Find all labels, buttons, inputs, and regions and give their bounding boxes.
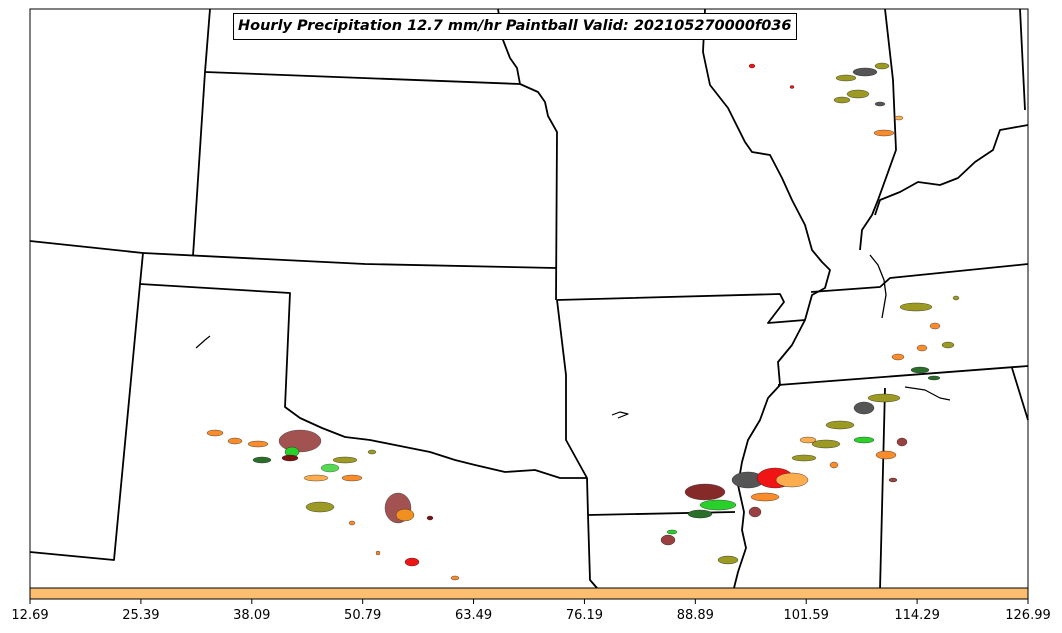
precip-blob <box>799 436 817 444</box>
precip-blob <box>684 483 726 501</box>
colorbar-tick-label: 114.29 <box>894 608 940 623</box>
precip-blob <box>748 63 756 69</box>
colorbar-tick-label: 88.89 <box>676 608 714 623</box>
precip-blob <box>891 353 905 361</box>
precip-blob <box>332 456 358 464</box>
precip-blob <box>395 508 415 522</box>
precip-blob <box>660 534 676 546</box>
precip-blob <box>775 472 809 488</box>
precip-blob <box>874 101 886 107</box>
precip-blob <box>404 557 420 567</box>
colorbar-tick-label: 38.09 <box>233 608 271 623</box>
border-missouri-river <box>497 8 558 301</box>
precip-blob <box>929 322 941 330</box>
precip-blob <box>853 401 875 415</box>
precip-blob <box>305 501 335 513</box>
lake-ok <box>611 411 629 419</box>
precip-blob <box>825 420 855 430</box>
border-ky-tn <box>810 263 1029 293</box>
precip-blob <box>941 341 955 349</box>
precip-blob <box>426 515 434 521</box>
precip-blob <box>750 492 780 502</box>
precip-blob <box>952 295 960 301</box>
precip-blob <box>278 429 322 453</box>
precip-blob <box>227 437 243 445</box>
precip-blob <box>833 96 851 104</box>
border-panhandle <box>139 283 587 479</box>
state-borders <box>29 8 1029 591</box>
precip-blob <box>873 129 895 137</box>
precip-blob <box>320 463 340 473</box>
colorbar-tick-label: 50.79 <box>344 608 382 623</box>
precip-blob <box>899 302 933 312</box>
precip-blob <box>875 450 897 460</box>
precip-blob <box>303 474 329 482</box>
lake-al <box>904 386 951 401</box>
precip-blob <box>252 456 272 464</box>
border-nm-tx <box>29 283 141 561</box>
precip-blob <box>874 62 890 70</box>
colorbar-tick-label: 25.39 <box>122 608 160 623</box>
colorbar-ticks <box>29 599 1029 604</box>
precip-blob <box>835 74 857 82</box>
colorbar <box>29 587 1029 600</box>
colorbar-tick-label: 101.59 <box>783 608 829 623</box>
precip-blob <box>896 437 908 447</box>
precip-blob <box>247 440 269 448</box>
precip-blob <box>281 454 299 462</box>
colorbar-tick-label: 12.69 <box>11 608 49 623</box>
precip-blob <box>791 454 817 462</box>
precip-blob <box>348 520 356 526</box>
border-co-north <box>204 8 211 73</box>
precip-blob <box>367 449 377 455</box>
map-title: Hourly Precipitation 12.7 mm/hr Paintbal… <box>233 13 797 40</box>
precip-blob <box>927 375 941 381</box>
precip-blob <box>687 509 713 519</box>
colorbar-tick-label: 63.49 <box>454 608 493 623</box>
precip-blob <box>375 550 381 556</box>
lake-nm <box>195 335 211 349</box>
border-in-oh <box>1019 8 1026 111</box>
precip-blob <box>829 461 839 469</box>
precip-blobs <box>206 62 960 581</box>
precip-blob <box>852 67 878 77</box>
border-ne-ks <box>204 71 521 85</box>
precip-blob <box>894 115 904 121</box>
precip-blob <box>206 429 224 437</box>
precip-blob <box>910 366 930 374</box>
border-nm-co <box>29 240 144 285</box>
precip-blob <box>450 575 460 581</box>
precip-blob <box>811 439 841 449</box>
border-ky-lake <box>869 254 887 319</box>
border-ms-al <box>879 387 886 591</box>
border-ok-ar <box>556 299 589 516</box>
border-il-in <box>859 8 897 251</box>
border-ks-ok <box>142 252 557 269</box>
border-co-ks <box>192 71 206 257</box>
border-la-tx <box>587 514 598 589</box>
precip-blob <box>916 344 928 352</box>
precip-blob <box>853 436 875 444</box>
precip-blob <box>699 499 737 511</box>
colorbar-tick-label: 126.99 <box>1005 608 1051 623</box>
precip-blob <box>666 529 678 535</box>
precip-blob <box>748 506 762 518</box>
precip-blob <box>717 555 739 565</box>
map-frame <box>29 8 1029 600</box>
precip-blob <box>846 89 870 99</box>
border-mo-ar <box>556 293 806 324</box>
precip-blob <box>789 85 795 89</box>
precip-blob <box>867 393 901 403</box>
border-mississippi-river <box>702 8 831 589</box>
border-al-ga <box>1011 367 1029 421</box>
precip-blob <box>341 474 363 482</box>
precip-blob <box>888 477 898 483</box>
colorbar-tick-label: 76.19 <box>565 608 604 623</box>
border-tn-south <box>777 365 1029 386</box>
border-ohio-river <box>874 124 1029 216</box>
